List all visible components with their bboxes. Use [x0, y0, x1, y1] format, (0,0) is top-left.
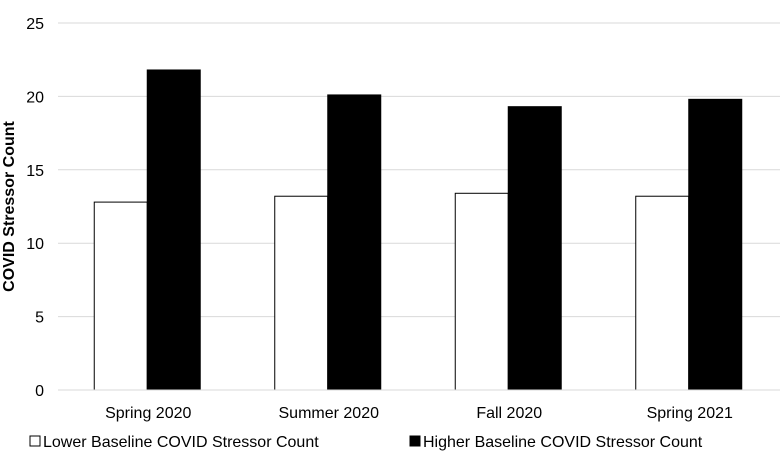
- x-tick-label: Spring 2021: [647, 405, 733, 422]
- legend: Lower Baseline COVID Stressor Count Highe…: [29, 434, 703, 451]
- y-tick-label: 20: [26, 89, 44, 106]
- y-axis-tick-labels: 0 5 10 15 20 25: [26, 16, 44, 400]
- legend-swatch: [29, 435, 41, 447]
- bar-lower-baseline: [93, 201, 148, 391]
- bars: [93, 69, 743, 391]
- bar-lower-baseline: [454, 192, 509, 391]
- y-tick-label: 25: [26, 16, 44, 33]
- y-axis-title: COVID Stressor Count: [1, 120, 18, 291]
- bar-lower-baseline: [635, 195, 690, 391]
- bar-higher-baseline: [146, 69, 201, 391]
- legend-label: Higher Baseline COVID Stressor Count: [423, 434, 703, 451]
- y-tick-label: 15: [26, 163, 44, 180]
- x-axis-tick-labels: Spring 2020 Summer 2020 Fall 2020 Spring 20…: [105, 405, 733, 422]
- bar-higher-baseline: [507, 106, 562, 391]
- bar-higher-baseline: [688, 98, 743, 391]
- x-tick-label: Fall 2020: [476, 405, 542, 422]
- y-tick-label: 5: [35, 310, 44, 327]
- x-tick-label: Spring 2020: [105, 405, 191, 422]
- y-tick-label: 0: [35, 383, 44, 400]
- legend-swatch: [409, 435, 421, 447]
- y-tick-label: 10: [26, 236, 44, 253]
- bar-higher-baseline: [327, 94, 382, 391]
- legend-label: Lower Baseline COVID Stressor Count: [43, 434, 319, 451]
- x-tick-label: Summer 2020: [279, 405, 380, 422]
- bar-lower-baseline: [274, 195, 329, 391]
